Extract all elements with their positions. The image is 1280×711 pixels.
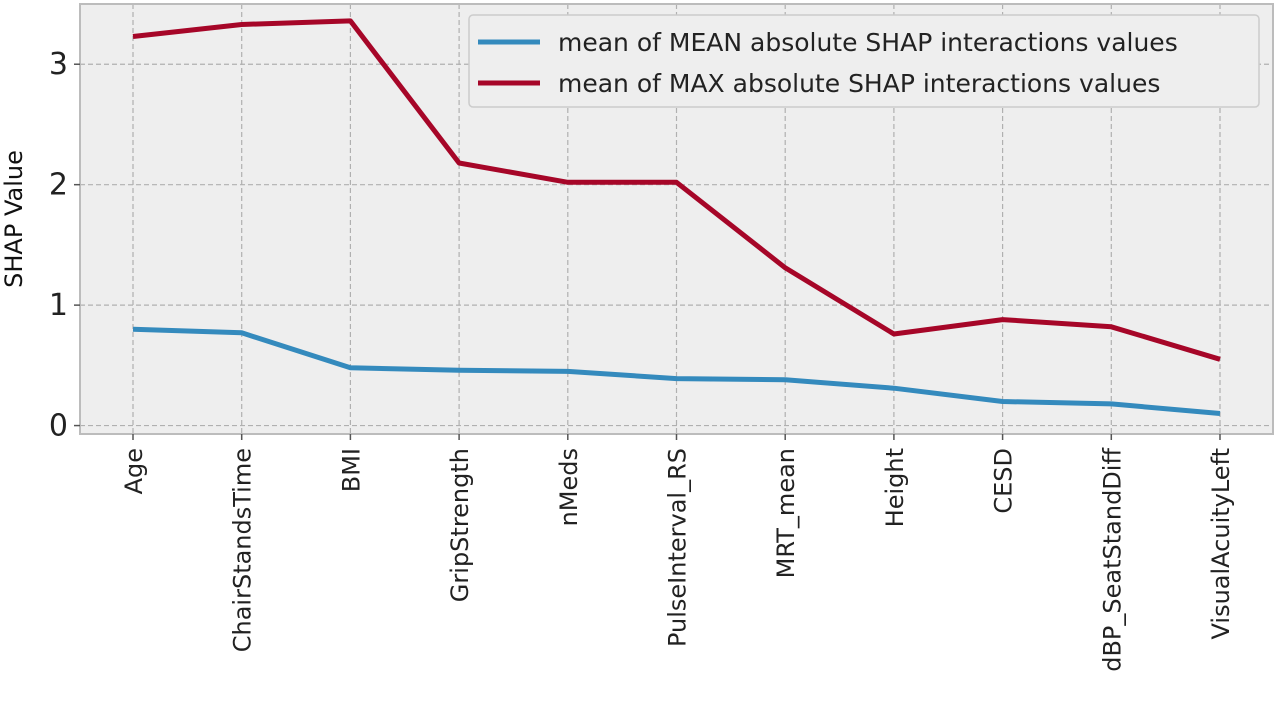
legend-label: mean of MAX absolute SHAP interactions v… (558, 69, 1160, 98)
y-tick-label: 2 (49, 168, 68, 203)
legend: mean of MEAN absolute SHAP interactions … (468, 14, 1260, 108)
x-tick-label: Age (120, 448, 148, 494)
x-tick-label: GripStrength (446, 448, 474, 602)
x-tick-label: dBP_SeatStandDiff (1098, 448, 1126, 672)
x-axis: Age ChairStandsTime BMI GripStrength nMeds Pu… (120, 434, 1235, 672)
x-tick-label: PulseInterval_RS (664, 448, 692, 647)
series-lines (132, 18, 1221, 416)
y-tick-label: 3 (49, 47, 68, 82)
x-tick-label: ChairStandsTime (229, 448, 257, 652)
legend-label: mean of MEAN absolute SHAP interactions … (558, 28, 1178, 57)
x-tick-label: Height (881, 448, 909, 527)
y-axis: 0 1 2 3 (49, 47, 80, 444)
y-axis-title: SHAP Value (0, 150, 28, 288)
legend-box (468, 14, 1260, 108)
y-tick-label: 0 (49, 409, 68, 444)
x-tick-label: nMeds (555, 448, 583, 526)
x-tick-label: VisualAcuityLeft (1207, 448, 1235, 639)
x-tick-label: BMI (337, 448, 365, 492)
x-tick-label: CESD (990, 448, 1018, 514)
x-tick-label: MRT_mean (772, 448, 800, 578)
y-tick-label: 1 (49, 288, 68, 323)
